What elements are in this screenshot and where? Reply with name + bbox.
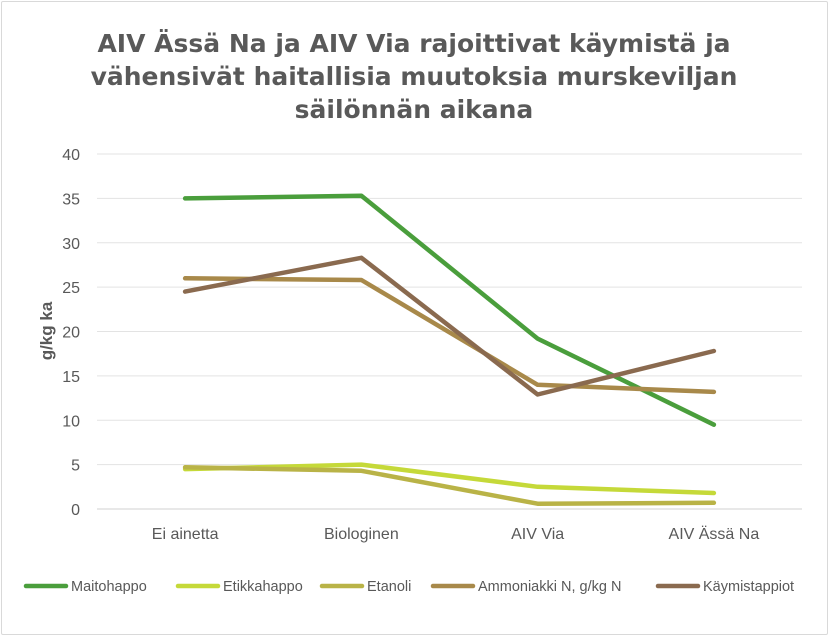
series-line-4: [182, 276, 717, 395]
y-axis-title: g/kg ka: [37, 301, 56, 360]
y-tick-label: 20: [62, 325, 80, 342]
y-tick-label: 5: [71, 458, 80, 475]
x-tick-label: AIV Via: [511, 526, 564, 543]
legend-label: Käymistappiot: [703, 579, 794, 595]
y-tick-label: 10: [62, 413, 80, 430]
x-tick-label: Biologinen: [324, 526, 399, 543]
y-tick-label: 15: [62, 369, 80, 386]
x-axis-tick-labels: Ei ainetta Biologinen AIV Via AIV Ässä Na: [152, 525, 760, 543]
gridlines: [97, 153, 802, 510]
y-axis-tick-labels: 0 5 10 15 20 25 30 35 40: [62, 147, 80, 519]
chart-title-line-3: säilönnän aikana: [295, 95, 534, 124]
legend: Maitohappo Etikkahappo Etanoli Ammoniakki N…: [23, 579, 794, 595]
y-tick-label: 40: [62, 147, 80, 164]
y-tick-label: 25: [62, 280, 80, 297]
legend-label: Ammoniakki N, g/kg N: [478, 579, 621, 595]
series-line-5: [182, 255, 717, 397]
chart-title-line-2: vähensivät haitallisia muutoksia murskev…: [91, 62, 738, 91]
x-tick-label: AIV Ässä Na: [669, 525, 760, 543]
y-tick-label: 0: [71, 502, 80, 519]
chart-title: AIV Ässä Na ja AIV Via rajoittivat käymi…: [91, 28, 738, 124]
y-tick-label: 30: [62, 236, 80, 253]
series-line-3: [182, 465, 717, 506]
series-lines: [182, 193, 717, 506]
y-tick-label: 35: [62, 191, 80, 208]
chart-title-line-1: AIV Ässä Na ja AIV Via rajoittivat käymi…: [97, 28, 730, 58]
legend-label: Etanoli: [367, 579, 411, 595]
legend-label: Etikkahappo: [223, 579, 303, 595]
legend-label: Maitohappo: [71, 579, 147, 595]
series-line-1: [182, 193, 717, 427]
x-tick-label: Ei ainetta: [152, 526, 219, 543]
